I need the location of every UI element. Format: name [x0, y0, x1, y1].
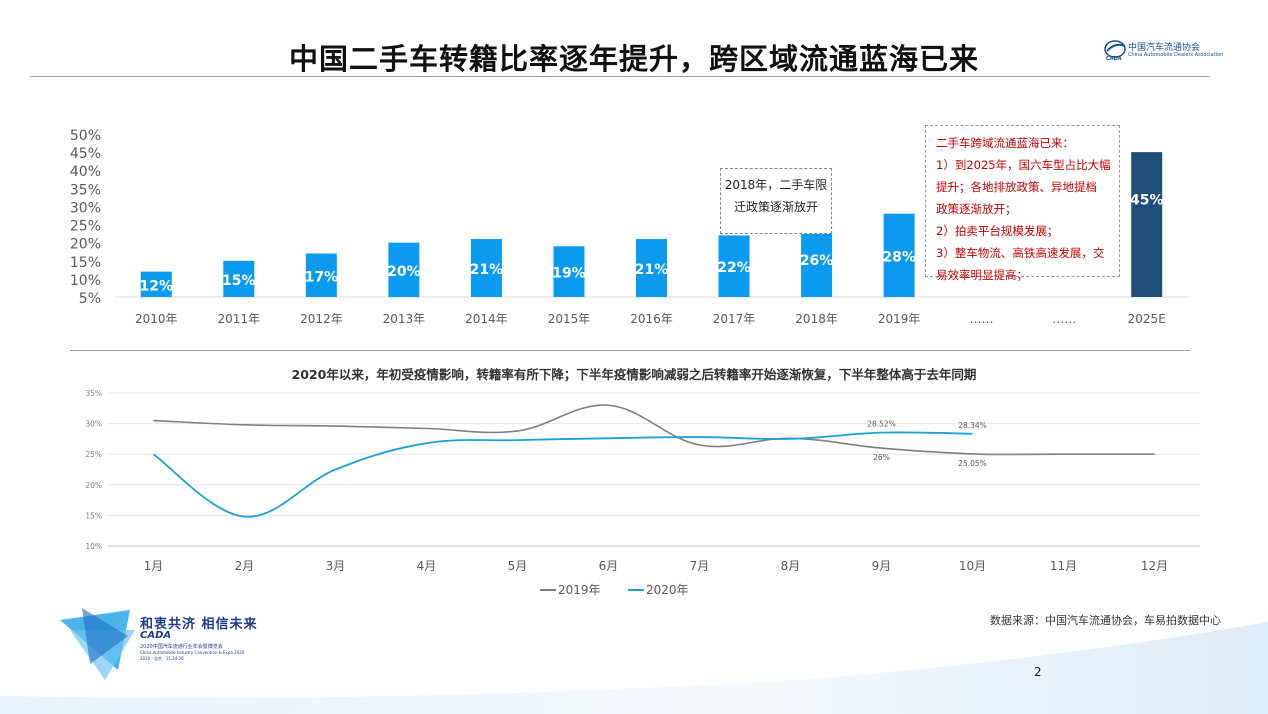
point-label: 28.52% — [867, 420, 896, 429]
x-tick-label: 9月 — [872, 559, 892, 573]
bar-data-label: 28% — [882, 249, 916, 265]
point-label: 25.05% — [958, 459, 987, 468]
x-tick-label: 2011年 — [218, 312, 261, 326]
x-tick-label: 11月 — [1050, 559, 1077, 573]
annotation-2018-line-1: 2018年，二手车限 — [724, 178, 828, 192]
bar — [140, 271, 172, 297]
annotation-line: 2）拍卖平台规模发展； — [936, 224, 1059, 238]
bar — [883, 213, 915, 297]
x-tick-label: 2015年 — [548, 312, 591, 326]
annotation-line: 政策逐渐放开； — [936, 202, 1017, 216]
x-tick-label: 12月 — [1141, 559, 1168, 573]
legend-label: 2020年 — [646, 583, 689, 597]
expo-subtitle: 2020中国汽车流通行业年会暨博览会 — [140, 644, 223, 650]
x-tick-label: 2月 — [235, 559, 255, 573]
bar-data-label: 19% — [552, 266, 586, 282]
bar-chart: 50% 45% 40% 35% 30% 25% 20% 15% 10% 5% 2010年 12% 201… — [70, 128, 1188, 326]
annotation-2018: 2018年，二手车限 迁政策逐渐放开 — [720, 168, 832, 234]
footer-decoration — [0, 608, 1268, 714]
y-tick-label: 25% — [85, 450, 102, 459]
line-chart-title: 2020年以来，年初受疫情影响，转籍率有所下降；下半年疫情影响减弱之后转籍率开始… — [291, 367, 977, 382]
data-source: 数据来源：中国汽车流通协会，车易拍数据中心 — [990, 614, 1221, 627]
x-tick-label: 2019年 — [878, 312, 921, 326]
bar — [388, 242, 420, 297]
expo-dates: 2020 · 北京 · 11.24-26 — [140, 656, 184, 661]
point-label: 26% — [873, 453, 890, 462]
bar — [553, 246, 585, 297]
y-tick-label: 30% — [70, 200, 101, 216]
cada-logo-icon: CADA — [1104, 40, 1126, 62]
bar — [718, 235, 750, 297]
y-tick-label: 50% — [70, 128, 101, 144]
x-tick-label: 2025E — [1128, 312, 1166, 326]
x-tick-label: 7月 — [690, 559, 710, 573]
y-tick-label: 30% — [85, 420, 102, 429]
bar — [470, 239, 502, 297]
y-tick-label: 35% — [70, 182, 101, 198]
y-tick-label: 10% — [85, 542, 102, 551]
y-tick-label: 5% — [79, 291, 101, 307]
bar-data-label: 12% — [140, 278, 174, 294]
slogan: 和衷共济 相信未来 — [140, 617, 258, 632]
bar — [305, 253, 337, 297]
x-tick-label: 2017年 — [713, 312, 756, 326]
annotation-line: 易效率明显提高； — [936, 268, 1028, 282]
legend-label: 2019年 — [558, 583, 601, 597]
bar — [636, 239, 667, 297]
point-label: 28.34% — [958, 421, 987, 430]
x-tick-label: 2013年 — [383, 312, 426, 326]
y-tick-label: 45% — [70, 146, 101, 162]
logo-text: 中国汽车流通协会 — [1128, 43, 1201, 53]
x-tick-label: 10月 — [959, 559, 986, 573]
annotation-line: 提升；各地排放政策、异地提档 — [936, 180, 1097, 194]
series-line-2019年 — [153, 404, 1155, 456]
y-tick-label: 25% — [70, 219, 101, 235]
page-number: 2 — [1034, 665, 1042, 679]
x-tick-label: 3月 — [326, 559, 346, 573]
bar-data-label: 26% — [800, 253, 834, 269]
bar-data-label: 45% — [1130, 193, 1164, 209]
expo-logo: CADA — [140, 630, 172, 641]
annotation-cross-region: 二手车跨域流通蓝海已来： 1）到2025年，国六车型占比大幅 提升；各地排放政策… — [925, 125, 1120, 282]
x-tick-label: 5月 — [508, 559, 528, 573]
bar-data-label: 21% — [635, 262, 669, 278]
y-tick-label: 15% — [70, 255, 101, 271]
section-divider — [70, 350, 1190, 351]
y-tick-label: 35% — [85, 389, 102, 398]
x-tick-label: …… — [970, 312, 994, 326]
annotation-line: 3）整车物流、高铁高速发展，交 — [936, 246, 1105, 260]
x-tick-label: 6月 — [599, 559, 619, 573]
series-line-2020年 — [152, 431, 973, 518]
bar-data-label: 20% — [387, 264, 421, 280]
x-tick-label: 8月 — [781, 559, 801, 573]
bar-data-label: 21% — [470, 262, 504, 278]
page-title: 中国二手车转籍比率逐年提升，跨区域流通蓝海已来 — [288, 42, 979, 76]
x-tick-label: 1月 — [144, 559, 164, 573]
x-tick-label: 2010年 — [135, 312, 178, 326]
x-tick-label: 4月 — [417, 559, 437, 573]
bar-data-label: 22% — [717, 260, 751, 276]
bar-data-label: 15% — [222, 273, 256, 289]
x-tick-label: 2016年 — [630, 312, 673, 326]
line-chart: 35% 30% 25% 20% 15% 10% 1月 2月 3月 4月 5月 6月 7月 8月 9月 10月 1… — [85, 389, 1200, 597]
y-tick-label: 20% — [70, 237, 101, 253]
x-tick-label: 2014年 — [465, 312, 508, 326]
title-divider — [30, 76, 1210, 77]
annotation-2018-line-2: 迁政策逐渐放开 — [733, 200, 818, 214]
y-tick-label: 10% — [70, 273, 101, 289]
annotation-line: 1）到2025年，国六车型占比大幅 — [936, 158, 1111, 172]
y-tick-label: 15% — [85, 511, 102, 520]
x-tick-label: 2012年 — [300, 312, 343, 326]
bar-data-label: 17% — [305, 269, 339, 285]
y-tick-label: 20% — [85, 481, 102, 490]
expo-subtitle-en: China Automobile Industry Convention & E… — [140, 650, 245, 655]
bar — [1131, 152, 1163, 297]
y-tick-label: 40% — [70, 164, 101, 180]
x-tick-label: 2018年 — [795, 312, 838, 326]
bar — [223, 260, 255, 297]
x-tick-label: …… — [1052, 312, 1076, 326]
svg-text:CADA: CADA — [1106, 56, 1122, 62]
annotation-line: 二手车跨域流通蓝海已来： — [936, 136, 1074, 150]
logo-subtext: China Automobile Dealers Association — [1128, 52, 1224, 58]
